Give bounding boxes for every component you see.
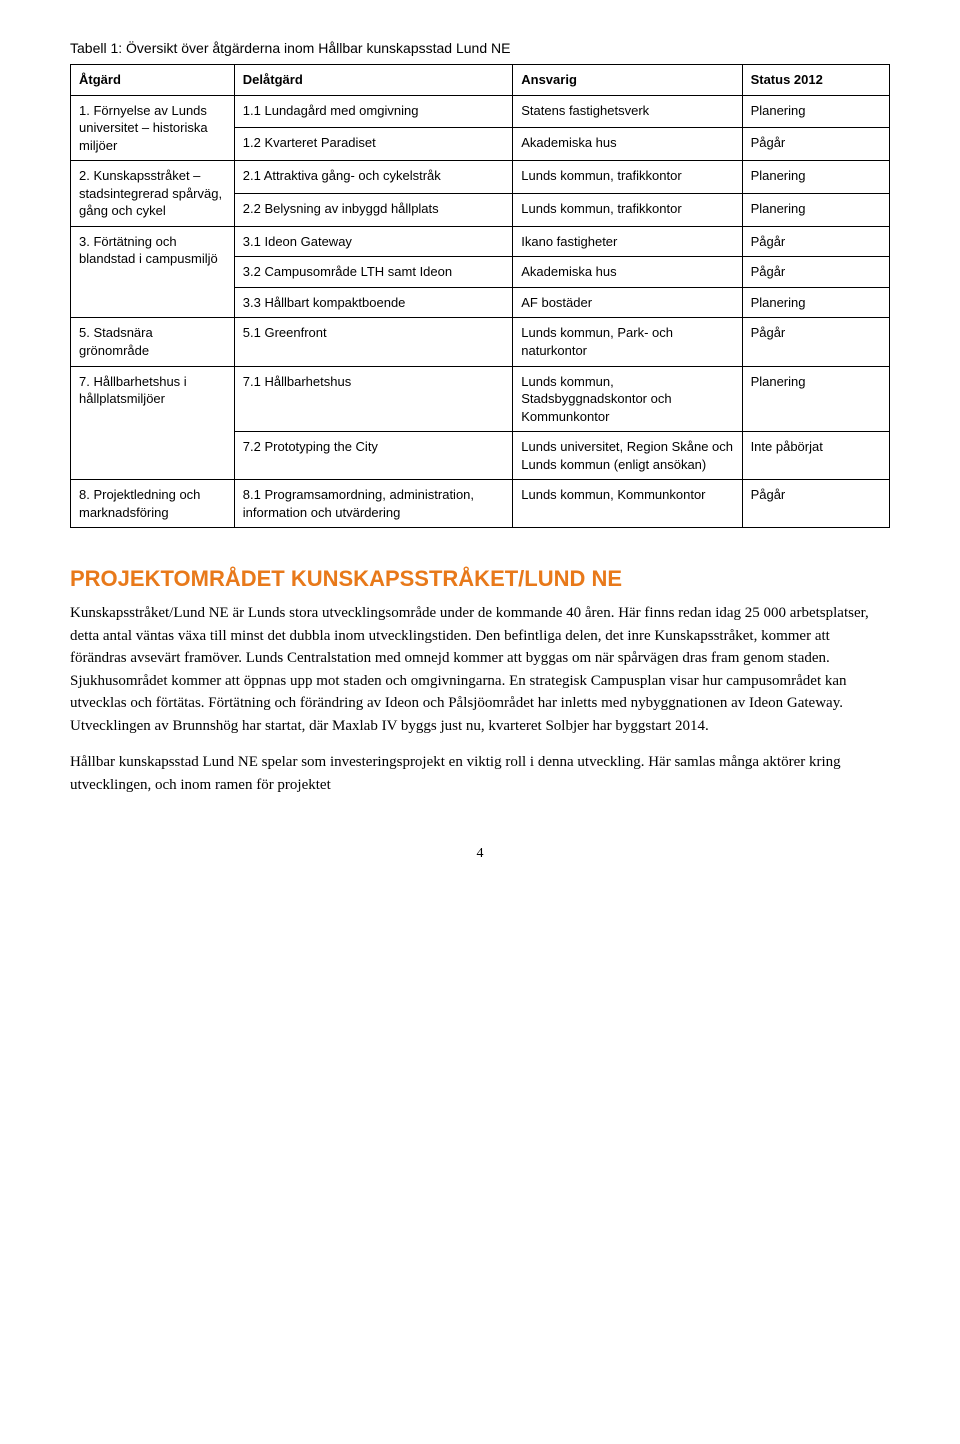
cell-delatgard: 3.3 Hållbart kompaktboende (234, 287, 512, 318)
table-caption: Tabell 1: Översikt över åtgärderna inom … (70, 40, 890, 56)
cell-ansvarig: Lunds kommun, Park- och naturkontor (513, 318, 742, 366)
cell-delatgard: 1.2 Kvarteret Paradiset (234, 128, 512, 161)
cell-ansvarig: Ikano fastigheter (513, 226, 742, 257)
cell-ansvarig: AF bostäder (513, 287, 742, 318)
cell-delatgard: 5.1 Greenfront (234, 318, 512, 366)
cell-delatgard: 1.1 Lundagård med omgivning (234, 95, 512, 128)
table-row: 8. Projektledning och marknadsföring 8.1… (71, 480, 890, 528)
cell-status: Planering (742, 366, 889, 432)
table-header-row: Åtgärd Delåtgärd Ansvarig Status 2012 (71, 65, 890, 96)
th-atgard: Åtgärd (71, 65, 235, 96)
th-ansvarig: Ansvarig (513, 65, 742, 96)
cell-delatgard: 2.2 Belysning av inbyggd hållplats (234, 194, 512, 227)
cell-ansvarig: Lunds kommun, Stadsbyggnadskontor och Ko… (513, 366, 742, 432)
cell-status: Planering (742, 287, 889, 318)
th-delatgard: Delåtgärd (234, 65, 512, 96)
th-status: Status 2012 (742, 65, 889, 96)
overview-table: Åtgärd Delåtgärd Ansvarig Status 2012 1.… (70, 64, 890, 528)
cell-status: Pågår (742, 128, 889, 161)
section-paragraph-2: Hållbar kunskapsstad Lund NE spelar som … (70, 751, 890, 796)
table-row: 5. Stadsnära grönområde 5.1 Greenfront L… (71, 318, 890, 366)
cell-status: Planering (742, 194, 889, 227)
cell-status: Pågår (742, 257, 889, 288)
cell-status: Pågår (742, 480, 889, 528)
cell-delatgard: 3.2 Campusområde LTH samt Ideon (234, 257, 512, 288)
cell-atgard: 1. Förnyelse av Lunds universitet – hist… (71, 95, 235, 161)
cell-ansvarig: Akademiska hus (513, 257, 742, 288)
section-paragraph-1: Kunskapsstråket/Lund NE är Lunds stora u… (70, 602, 890, 737)
cell-atgard: 3. Förtätning och blandstad i campusmilj… (71, 226, 235, 318)
cell-delatgard: 8.1 Programsamordning, administration, i… (234, 480, 512, 528)
cell-status: Planering (742, 161, 889, 194)
cell-atgard: 2. Kunskapsstråket – stadsintegrerad spå… (71, 161, 235, 227)
table-row: 7. Hållbarhetshus i hållplatsmiljöer 7.1… (71, 366, 890, 432)
cell-status: Pågår (742, 226, 889, 257)
cell-status: Inte påbörjat (742, 432, 889, 480)
cell-atgard: 5. Stadsnära grönområde (71, 318, 235, 366)
cell-delatgard: 3.1 Ideon Gateway (234, 226, 512, 257)
section-heading: PROJEKTOMRÅDET KUNSKAPSSTRÅKET/LUND NE (70, 566, 890, 592)
cell-atgard: 7. Hållbarhetshus i hållplatsmiljöer (71, 366, 235, 480)
cell-ansvarig: Lunds kommun, trafikkontor (513, 161, 742, 194)
table-row: 2. Kunskapsstråket – stadsintegrerad spå… (71, 161, 890, 194)
cell-ansvarig: Lunds universitet, Region Skåne och Lund… (513, 432, 742, 480)
cell-ansvarig: Akademiska hus (513, 128, 742, 161)
cell-ansvarig: Lunds kommun, Kommunkontor (513, 480, 742, 528)
page-number: 4 (70, 846, 890, 862)
table-row: 3. Förtätning och blandstad i campusmilj… (71, 226, 890, 257)
cell-status: Pågår (742, 318, 889, 366)
cell-delatgard: 2.1 Attraktiva gång- och cykelstråk (234, 161, 512, 194)
cell-delatgard: 7.1 Hållbarhetshus (234, 366, 512, 432)
cell-ansvarig: Statens fastighetsverk (513, 95, 742, 128)
table-row: 1. Förnyelse av Lunds universitet – hist… (71, 95, 890, 128)
cell-status: Planering (742, 95, 889, 128)
cell-atgard: 8. Projektledning och marknadsföring (71, 480, 235, 528)
cell-delatgard: 7.2 Prototyping the City (234, 432, 512, 480)
cell-ansvarig: Lunds kommun, trafikkontor (513, 194, 742, 227)
